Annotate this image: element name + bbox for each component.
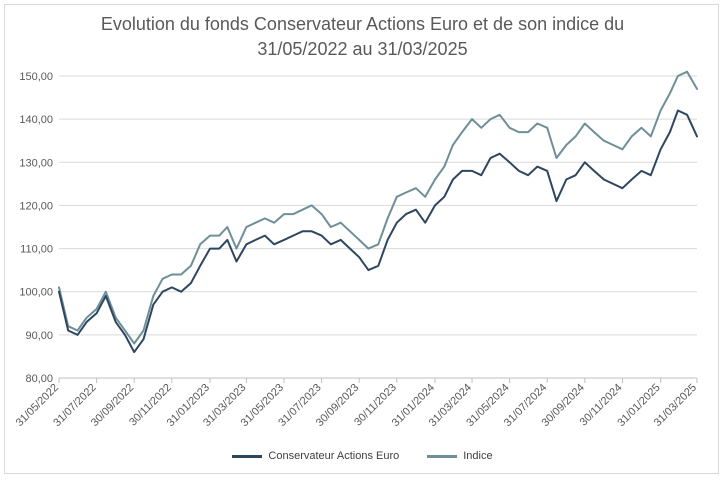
legend-item-index: Indice xyxy=(427,450,493,462)
chart-title-line-2: 31/05/2022 au 31/03/2025 xyxy=(257,39,468,59)
chart-title-line-1: Evolution du fonds Conservateur Actions … xyxy=(100,14,625,34)
y-tick-label: 140,00 xyxy=(19,114,53,126)
y-tick-label: 90,00 xyxy=(25,330,53,342)
series-line-fund xyxy=(58,109,698,354)
series-line-index xyxy=(58,70,698,345)
chart-title: Evolution du fonds Conservateur Actions … xyxy=(0,12,725,62)
chart-legend: Conservateur Actions Euro Indice xyxy=(0,450,725,462)
y-tick-label: 120,00 xyxy=(19,200,53,212)
y-tick-label: 110,00 xyxy=(20,244,53,256)
y-tick-label: 80,00 xyxy=(25,373,53,385)
legend-swatch-fund xyxy=(232,454,263,458)
legend-item-fund: Conservateur Actions Euro xyxy=(232,450,399,462)
legend-label-fund: Conservateur Actions Euro xyxy=(268,450,400,462)
y-tick-label: 100,00 xyxy=(19,287,53,299)
y-tick-label: 130,00 xyxy=(19,157,53,169)
chart-frame xyxy=(4,4,719,474)
y-tick-label: 150,00 xyxy=(19,71,53,83)
legend-swatch-index xyxy=(427,454,458,458)
legend-label-index: Indice xyxy=(463,450,493,462)
